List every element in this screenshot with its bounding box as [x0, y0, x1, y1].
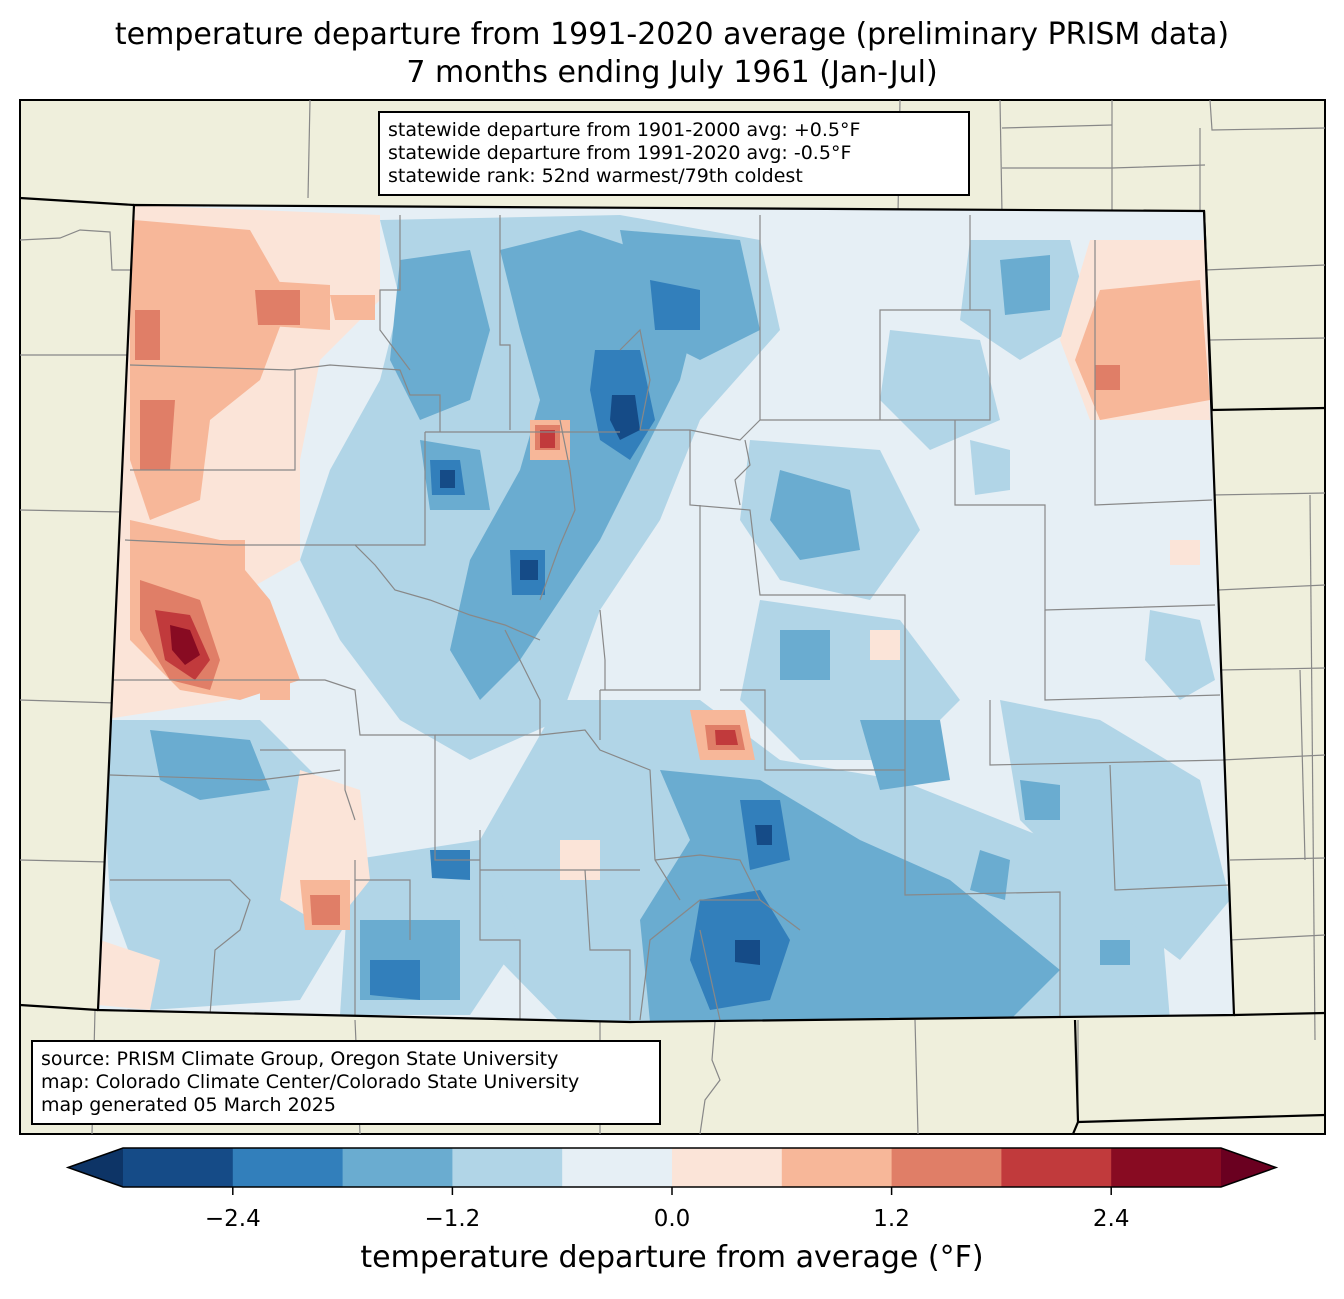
colorbar-bin	[672, 1148, 783, 1187]
colorbar-bin	[781, 1148, 893, 1187]
colorbar-bin	[123, 1148, 234, 1187]
colorbar-tick-label: 0.0	[653, 1206, 691, 1232]
colorbar-bin	[452, 1148, 563, 1187]
colorado-county-lines	[109, 215, 1231, 1021]
colorbar-bin	[891, 1148, 1002, 1187]
colorado-border	[96, 203, 1236, 1024]
map-title-line1: temperature departure from 1991-2020 ave…	[114, 17, 1230, 52]
statewide-stats-box: statewide departure from 1901-2000 avg: …	[378, 111, 970, 196]
colorbar-bin	[562, 1148, 673, 1187]
colorbar-bin	[1001, 1148, 1112, 1187]
colorbar	[65, 1147, 1279, 1195]
source-line-3: map generated 05 March 2025	[41, 1094, 336, 1116]
colorbar-extend-low	[68, 1148, 123, 1187]
colorbar-tick-label: −2.4	[204, 1206, 261, 1232]
colorbar-bin	[342, 1148, 453, 1187]
source-line-1: source: PRISM Climate Group, Oregon Stat…	[41, 1048, 559, 1070]
colorbar-bin	[1111, 1148, 1222, 1187]
colorbar-tick-label: −1.2	[424, 1206, 481, 1232]
colorbar-extend-high	[1221, 1148, 1276, 1187]
anomaly-contours	[98, 205, 1230, 1022]
stats-line-1: statewide departure from 1901-2000 avg: …	[388, 119, 861, 141]
colorbar-tick-label: 2.4	[1092, 1206, 1130, 1232]
neighbor-county-lines	[19, 99, 1326, 1135]
colorbar-bin	[232, 1148, 344, 1187]
map-title-line2: 7 months ending July 1961 (Jan-Jul)	[406, 55, 938, 90]
source-box: source: PRISM Climate Group, Oregon Stat…	[31, 1040, 661, 1125]
colorbar-outline	[65, 1147, 1279, 1188]
colorbar-tick-label: 1.2	[873, 1206, 910, 1232]
stats-line-3: statewide rank: 52nd warmest/79th coldes…	[388, 165, 803, 187]
source-line-2: map: Colorado Climate Center/Colorado St…	[41, 1071, 580, 1093]
stats-line-2: statewide departure from 1991-2020 avg: …	[388, 142, 852, 164]
colorbar-label: temperature departure from average (°F)	[360, 1240, 984, 1275]
